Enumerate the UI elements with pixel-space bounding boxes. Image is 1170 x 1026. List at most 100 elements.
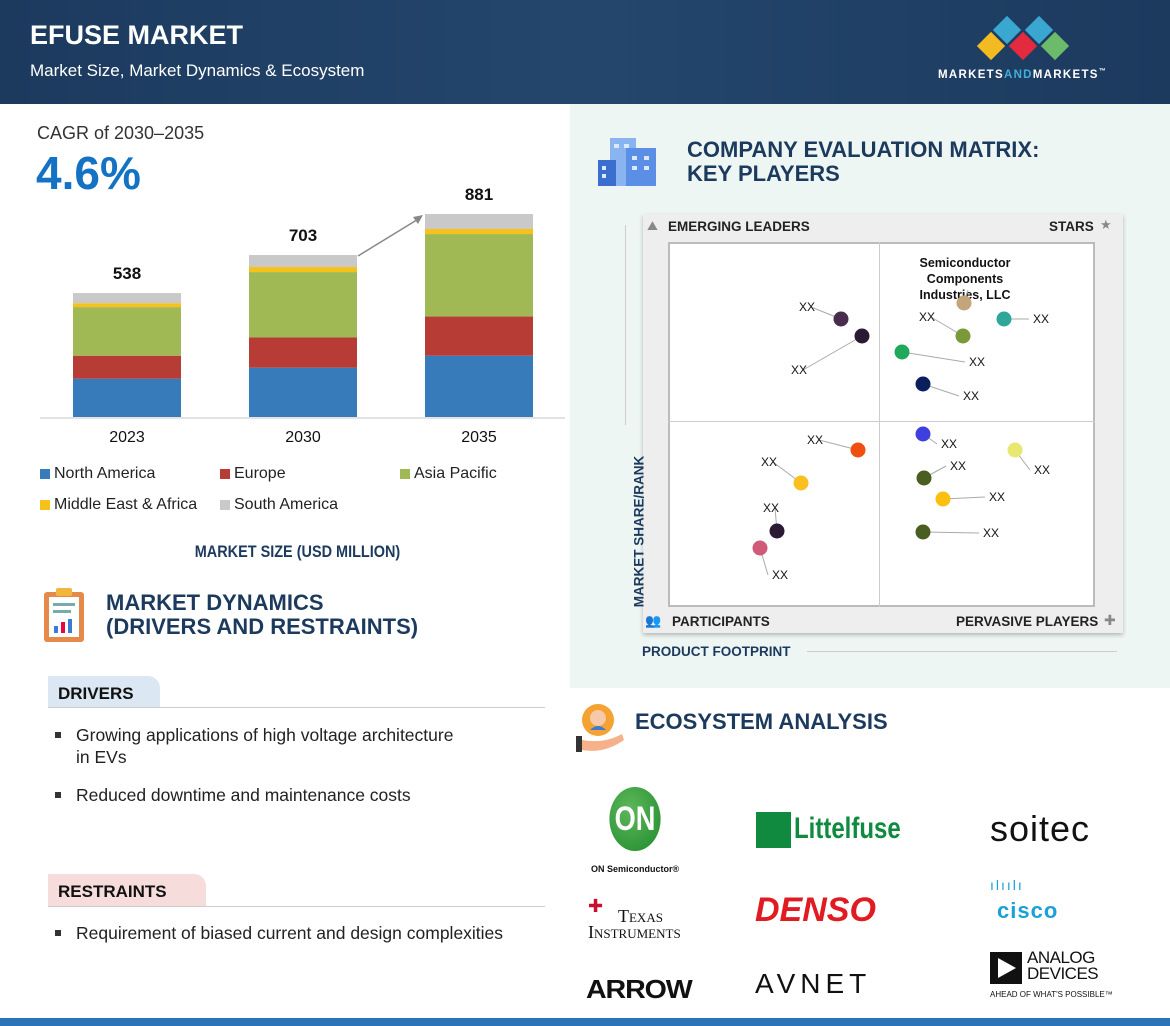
littelfuse-logo: Littelfuse bbox=[794, 812, 901, 845]
growth-arrowhead bbox=[413, 215, 423, 224]
bar-segment-asia-pacific bbox=[425, 234, 533, 317]
driver-item: Reduced downtime and maintenance costs bbox=[48, 784, 411, 806]
y-axis-arrow bbox=[625, 225, 626, 425]
divider bbox=[48, 906, 545, 907]
quadrant-participants: PARTICIPANTS bbox=[672, 614, 770, 629]
legend-swatch bbox=[40, 500, 50, 510]
denso-logo: DENSO bbox=[755, 891, 876, 929]
soitec-logo: soitec bbox=[990, 808, 1091, 849]
player-label: XX bbox=[799, 300, 816, 314]
player-bubble bbox=[850, 442, 866, 458]
quadrant-pervasive-players: PERVASIVE PLAYERS bbox=[956, 614, 1099, 629]
on-semi-logo: ON bbox=[609, 787, 661, 851]
on-semi-caption: ON Semiconductor® bbox=[591, 864, 680, 874]
bar-segment-middle-east-africa bbox=[73, 303, 181, 308]
player-label: XX bbox=[761, 455, 778, 469]
matrix-title: COMPANY EVALUATION MATRIX: KEY PLAYERS bbox=[687, 137, 1040, 186]
player-label: XX bbox=[791, 363, 808, 377]
player-bubble bbox=[1007, 442, 1023, 458]
legend-swatch bbox=[40, 469, 50, 479]
player-label: XX bbox=[969, 355, 986, 369]
quadrant-divider bbox=[879, 242, 880, 607]
page-title: EFUSE MARKET bbox=[30, 20, 244, 50]
player-bubble bbox=[854, 328, 870, 344]
bar-segment-south-america bbox=[249, 255, 357, 268]
player-label: XX bbox=[963, 389, 980, 403]
emerging-leaders-icon: ⛰ bbox=[647, 218, 658, 233]
player-label: XX bbox=[763, 501, 780, 515]
legend-mea: Middle East & Africa bbox=[40, 496, 197, 514]
driver-item: Growing applications of high voltage arc… bbox=[48, 724, 453, 768]
bar-segment-europe bbox=[425, 316, 533, 356]
bar-total-label: 881 bbox=[464, 185, 494, 205]
divider bbox=[48, 707, 545, 708]
bar-segment-south-america bbox=[73, 293, 181, 304]
cagr-value: 4.6% bbox=[36, 147, 141, 199]
player-bubble bbox=[915, 524, 931, 540]
player-label: XX bbox=[983, 526, 1000, 540]
leader-line bbox=[922, 531, 980, 534]
x-tick-label: 2030 bbox=[285, 429, 321, 446]
buildings-icon bbox=[598, 138, 656, 186]
legend-north-america: North America bbox=[40, 465, 155, 483]
legend-swatch bbox=[400, 469, 410, 479]
player-label: XX bbox=[989, 490, 1006, 504]
bar-segment-north-america bbox=[249, 367, 357, 417]
restraint-item: Requirement of biased current and design… bbox=[48, 922, 503, 944]
x-axis-arrow bbox=[807, 651, 1117, 652]
header-banner bbox=[0, 0, 1170, 104]
adi-mark-icon bbox=[990, 952, 1022, 984]
bar-segment-north-america bbox=[73, 378, 181, 417]
bar-segment-middle-east-africa bbox=[425, 228, 533, 235]
cisco-logo: cisco bbox=[997, 898, 1059, 923]
x-axis-label: MARKET SIZE (USD MILLION) bbox=[194, 542, 401, 561]
growth-arrow bbox=[357, 217, 421, 257]
highlight-company-label: Semiconductor Components Industries, LLC bbox=[919, 256, 1011, 302]
footer-bar bbox=[0, 1018, 1170, 1026]
cagr-label: CAGR of 2030–2035 bbox=[37, 123, 205, 143]
player-bubble bbox=[935, 491, 951, 507]
bar-segment-north-america bbox=[425, 355, 533, 417]
player-bubble bbox=[955, 328, 971, 344]
bar-segment-europe bbox=[73, 355, 181, 379]
legend-asia-pacific: Asia Pacific bbox=[400, 465, 497, 483]
matrix-plot bbox=[668, 242, 1095, 607]
player-bubble bbox=[915, 426, 931, 442]
restraints-tab: RESTRAINTS bbox=[48, 874, 206, 906]
player-bubble bbox=[752, 540, 768, 556]
quadrant-stars: STARS bbox=[1049, 219, 1094, 234]
player-bubble bbox=[915, 376, 931, 392]
legend-swatch bbox=[220, 500, 230, 510]
x-axis-label: PRODUCT FOOTPRINT bbox=[642, 644, 791, 659]
dynamics-title: MARKET DYNAMICS (DRIVERS AND RESTRAINTS) bbox=[106, 590, 419, 639]
market-size-chart bbox=[40, 214, 565, 419]
adi-tagline: AHEAD OF WHAT'S POSSIBLE™ bbox=[990, 990, 1113, 999]
legend-south-america: South America bbox=[220, 496, 338, 514]
participants-icon: 👥 bbox=[645, 613, 662, 628]
ecosystem-hand-icon bbox=[576, 704, 624, 752]
bar-segment-asia-pacific bbox=[73, 307, 181, 356]
x-tick-label: 2023 bbox=[109, 429, 145, 446]
stars-icon: ★ bbox=[1100, 217, 1112, 232]
player-label: XX bbox=[1034, 463, 1051, 477]
legend-swatch bbox=[220, 469, 230, 479]
player-label: XX bbox=[772, 568, 789, 582]
cisco-bars-icon: ılıılı bbox=[990, 877, 1024, 893]
ti-logo: Texas Instruments bbox=[588, 906, 681, 942]
bar-total-label: 703 bbox=[288, 226, 318, 246]
littelfuse-mark-icon bbox=[756, 812, 791, 848]
drivers-tab: DRIVERS bbox=[48, 676, 160, 708]
ecosystem-title: ECOSYSTEM ANALYSIS bbox=[635, 709, 888, 734]
player-label: XX bbox=[807, 433, 824, 447]
player-bubble bbox=[769, 523, 785, 539]
avnet-logo: AVNET bbox=[755, 968, 872, 999]
adi-logo: ANALOG DEVICES bbox=[1027, 948, 1099, 983]
bar-total-label: 538 bbox=[112, 264, 142, 284]
player-bubble bbox=[916, 470, 932, 486]
leader-line bbox=[901, 351, 966, 363]
bar-segment-europe bbox=[249, 337, 357, 368]
player-label: XX bbox=[941, 437, 958, 451]
brand-logo-icon bbox=[976, 16, 1070, 61]
player-bubble bbox=[793, 475, 809, 491]
